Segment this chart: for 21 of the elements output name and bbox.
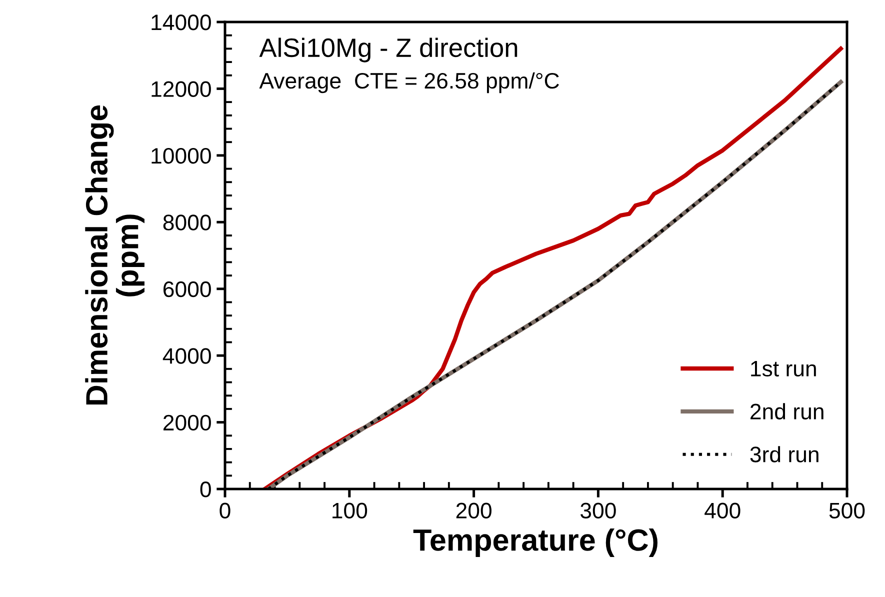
y-tick-label: 2000 [163, 414, 211, 431]
legend-label: 1st run [751, 361, 816, 377]
x-tick-label: 100 [332, 502, 368, 519]
x-tick-label: 300 [580, 502, 616, 519]
y-tick-label: 4000 [162, 348, 211, 364]
annotation: Average CTE = 26.58 ppm/°C [259, 72, 559, 94]
legend-label: 2nd run [750, 403, 824, 420]
y-tick-label: 6000 [164, 281, 211, 298]
legend-label: 3rd run [750, 446, 818, 462]
y-axis-title: Dimensional Change (ppm) [85, 105, 144, 405]
x-axis-title: Temperature (°C) [413, 528, 658, 557]
y-tick-label: 10000 [152, 148, 211, 164]
y-tick-label: 12000 [152, 81, 211, 97]
x-tick-label: 200 [456, 502, 492, 519]
y-tick-label: 0 [200, 482, 211, 498]
x-tick-label: 500 [829, 502, 865, 519]
x-tick-label: 0 [220, 502, 230, 519]
y-tick-label: 14000 [152, 14, 211, 30]
annotation: AlSi10Mg - Z direction [259, 38, 518, 62]
x-tick-label: 400 [704, 502, 740, 519]
y-tick-label: 8000 [163, 214, 211, 230]
